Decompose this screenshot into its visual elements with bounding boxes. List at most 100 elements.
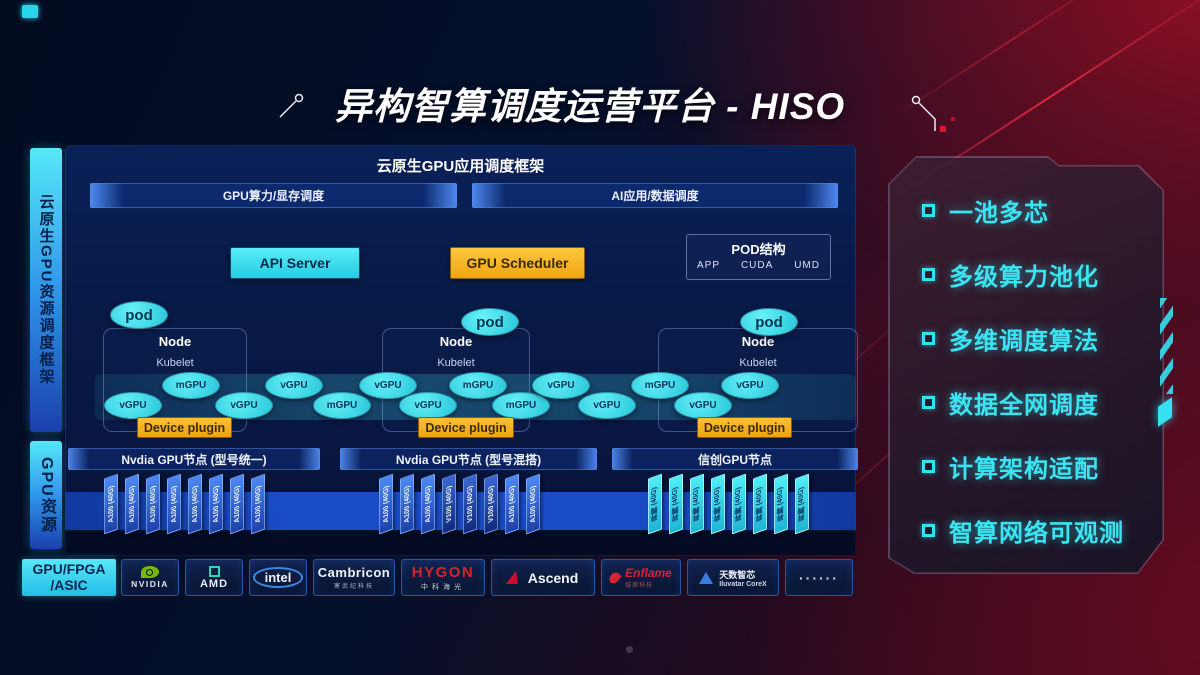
gpu-card-label: 昇腾 (40G) — [672, 485, 679, 523]
vendor-subtitle: 燧原科技 — [625, 583, 654, 589]
framework-bar-ai-data-scheduling: AI应用/数据调度 — [472, 183, 838, 208]
iluvatar-logo-box: 天数智芯 Iluvatar CoreX — [687, 559, 779, 596]
vendor-subtitle: 寒武纪科技 — [333, 584, 374, 590]
pod-structure-item: CUDA — [740, 260, 774, 271]
sidebar-label-cloud-native-gpu: 云原生GPU资源调度框架 — [30, 148, 62, 432]
intel-logo-box: intel — [249, 559, 307, 596]
feature-bullet-icon — [922, 268, 935, 281]
feature-label: 智算网络可观测 — [949, 519, 1124, 547]
vendor-brand: Cambricon — [317, 565, 391, 580]
vgpu-ellipse: vGPU — [532, 372, 590, 399]
vgpu-ellipse: vGPU — [104, 392, 162, 419]
feature-item: 多级算力池化 — [922, 259, 1154, 289]
gpu-card-label: A100 (40G) — [529, 484, 537, 524]
feature-label: 多级算力池化 — [949, 263, 1099, 291]
gpu-card: A100 (40G) — [505, 473, 519, 535]
vgpu-ellipse: vGPU — [674, 392, 732, 419]
pod-ellipse-2: pod — [461, 308, 519, 336]
mgpu-ellipse: mGPU — [162, 372, 220, 399]
gpu-card-label: V100 (40G) — [445, 484, 453, 524]
gpu-card: A100 (40G) — [251, 473, 265, 535]
gpu-card: A100 (40G) — [167, 473, 181, 535]
node-label: Node — [158, 334, 192, 349]
framework-bar-compute-scheduling: GPU算力/显存调度 — [90, 183, 457, 208]
footer-mark — [626, 646, 633, 653]
gpu-scheduler-box: GPU Scheduler — [450, 247, 585, 279]
gpu-card-label: A100 (40G) — [170, 484, 178, 524]
vendor-brand: Enflame — [625, 566, 672, 580]
gpu-card: A100 (40G) — [400, 473, 414, 535]
amd-logo-box: AMD — [185, 559, 243, 596]
pod-structure-item: UMD — [794, 260, 820, 271]
gpu-card-label: A100 (40G) — [191, 484, 199, 524]
vendor-subtitle: 中科海光 — [421, 583, 465, 591]
chip-icon — [22, 5, 38, 18]
nvidia-logo-box: NVIDIA — [121, 559, 179, 596]
gpu-card: A100 (40G) — [230, 473, 244, 535]
feature-label: 一池多芯 — [949, 199, 1049, 227]
gpu-card-label: 昇腾 (40G) — [798, 485, 805, 523]
feature-item: 计算架构适配 — [922, 451, 1154, 481]
vendor-logo-row: NVIDIA AMD intel Cambricon 寒武纪科技 HYGON 中科海光 Asc… — [121, 559, 853, 596]
gpu-card-label: 昇腾 (40G) — [756, 485, 763, 523]
device-plugin-box-2: Device plugin — [418, 417, 514, 438]
more-logo-box: ······ — [785, 559, 853, 596]
mgpu-ellipse: mGPU — [313, 392, 371, 419]
page-title: 异构智算调度运营平台 - HISO — [334, 86, 846, 127]
feature-label: 数据全网调度 — [949, 391, 1099, 419]
enflame-logo-box: Enflame 燧原科技 — [601, 559, 681, 596]
gpu-card-label: 昇腾 (40G) — [693, 485, 700, 523]
feature-item: 多维调度算法 — [922, 323, 1154, 353]
sidebar-label-gpu-resources: GPU资源 — [30, 441, 62, 549]
gpu-card: 昇腾 (40G) — [774, 473, 788, 535]
gpu-card-label: 昇腾 (40G) — [777, 485, 784, 523]
gpu-card: 昇腾 (40G) — [753, 473, 767, 535]
gpu-card-label: V100 (40G) — [466, 484, 474, 524]
features-panel-inner — [890, 158, 1163, 573]
vgpu-ellipse: vGPU — [399, 392, 457, 419]
gpu-card: V100 (40G) — [463, 473, 477, 535]
vgpu-ellipse: vGPU — [265, 372, 323, 399]
gpu-card: A100 (40G) — [526, 473, 540, 535]
gpu-card-label: A100 (40G) — [403, 484, 411, 524]
feature-label: 多维调度算法 — [949, 327, 1099, 355]
gpu-card: A100 (40G) — [125, 473, 139, 535]
vendor-subtitle: Iluvatar CoreX — [719, 580, 767, 588]
gpu-card: A100 (40G) — [421, 473, 435, 535]
vendor-brand: AMD — [199, 577, 229, 590]
features-list: 一池多芯多级算力池化 多维调度算法 数据全网调度计算架构适配 智算网络可观测 — [922, 195, 1154, 545]
vendor-brand: NVIDIA — [131, 579, 169, 589]
gpu-card-label: 昇腾 (40G) — [735, 485, 742, 523]
gpu-card: 昇腾 (40G) — [732, 473, 746, 535]
node-group-header-xinchuang: 信创GPU节点 — [612, 448, 858, 470]
gpu-card-label: A100 (40G) — [382, 484, 390, 524]
node-group-header-unified: Nvdia GPU节点 (型号统一) — [68, 448, 320, 470]
gpu-card: 昇腾 (40G) — [711, 473, 725, 535]
bottom-shadow-strip — [65, 532, 856, 556]
gpu-card-label: A100 (40G) — [508, 484, 516, 524]
kubelet-label: Kubelet — [156, 357, 194, 369]
gpu-card-label: A100 (40G) — [128, 484, 136, 524]
device-plugin-box-3: Device plugin — [697, 417, 792, 438]
kubelet-label: Kubelet — [739, 357, 777, 369]
features-panel: 一池多芯多级算力池化 多维调度算法 数据全网调度计算架构适配 智算网络可观测 — [888, 156, 1164, 574]
gpu-card: 昇腾 (40G) — [795, 473, 809, 535]
vendor-category-line1: GPU/FPGA — [32, 561, 106, 578]
node-label: Node — [439, 334, 473, 349]
amd-icon — [208, 565, 220, 577]
vgpu-ellipse: vGPU — [359, 372, 417, 399]
mgpu-ellipse: mGPU — [449, 372, 507, 399]
vendor-brand: HYGON — [411, 563, 475, 581]
feature-bullet-icon — [922, 204, 935, 217]
cambricon-logo-box: Cambricon 寒武纪科技 — [313, 559, 395, 596]
gpu-card: A100 (40G) — [104, 473, 118, 535]
nvidia-icon — [141, 566, 159, 578]
vendor-brand: Ascend — [527, 569, 579, 586]
gpu-card-label: 昇腾 (40G) — [651, 485, 658, 523]
vgpu-ellipse: vGPU — [578, 392, 636, 419]
pod-ellipse-3: pod — [740, 308, 798, 336]
mgpu-ellipse: mGPU — [492, 392, 550, 419]
gpu-card: A100 (40G) — [188, 473, 202, 535]
framework-title: 云原生GPU应用调度框架 — [376, 158, 545, 175]
